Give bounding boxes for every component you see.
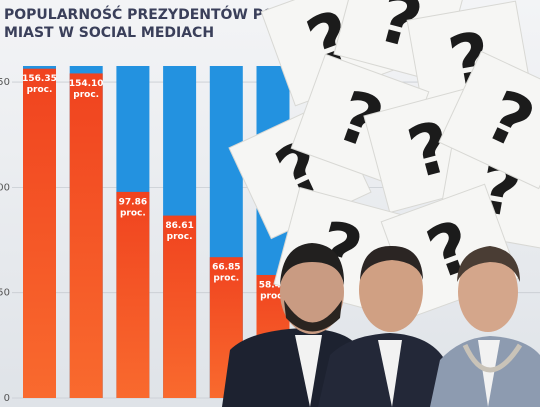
person — [222, 243, 368, 407]
value-unit: proc. — [120, 208, 146, 218]
y-tick-label: 50 — [0, 288, 10, 299]
y-tick-label: 0 — [4, 393, 10, 404]
value-label: 58.41 — [259, 280, 287, 290]
y-tick-label: 150 — [0, 77, 10, 88]
value-label: 66.85 — [212, 263, 240, 273]
value-unit: proc. — [73, 90, 99, 100]
value-label: 97.86 — [119, 197, 147, 207]
overlay: ?????????? — [222, 0, 540, 407]
value-unit: proc. — [167, 232, 193, 242]
value-label: 156.35 — [22, 74, 57, 84]
value-label: 154.10 — [69, 79, 104, 89]
bar — [23, 68, 56, 399]
value-unit: proc. — [213, 274, 239, 284]
bar — [116, 191, 150, 398]
value-label: 86.61 — [165, 221, 193, 231]
chart-subtitle: MIAST W SOCIAL MEDIACH — [4, 25, 214, 41]
question-card: ? — [438, 50, 540, 190]
card — [438, 50, 540, 190]
value-unit: proc. — [27, 85, 53, 95]
bar — [163, 215, 197, 398]
person — [318, 245, 452, 407]
bar — [69, 73, 103, 398]
chart-title: POPULARNOŚĆ PREZYDENTÓW POLSKICH — [4, 5, 332, 23]
value-unit: proc. — [260, 291, 286, 301]
y-tick-label: 100 — [0, 182, 10, 193]
person — [430, 246, 540, 407]
